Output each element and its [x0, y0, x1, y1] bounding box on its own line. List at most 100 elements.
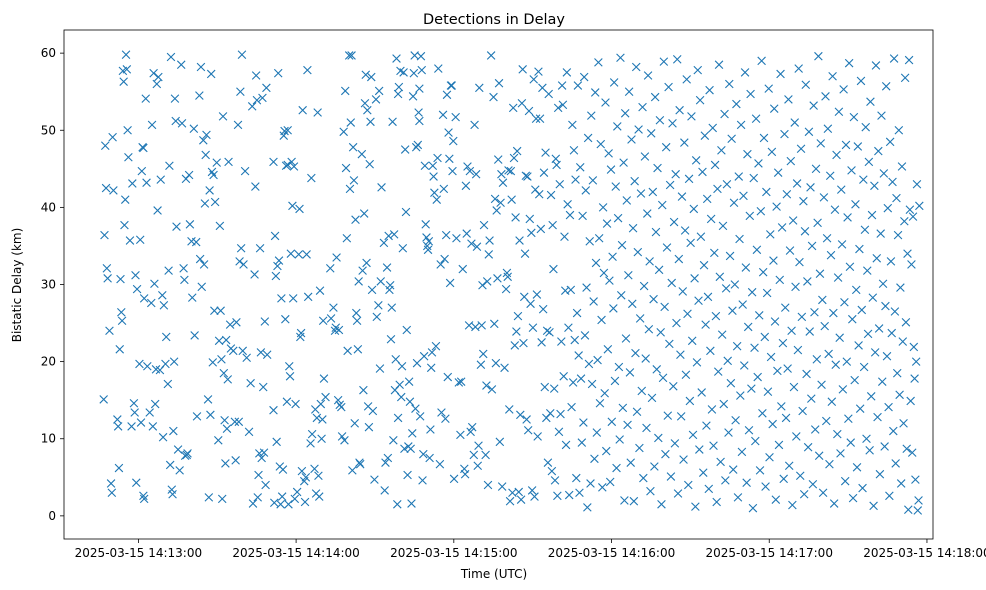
data-point	[731, 415, 740, 425]
data-point	[557, 337, 566, 346]
y-tick-label: 20	[41, 355, 56, 369]
data-point	[131, 270, 140, 280]
data-point	[759, 133, 769, 143]
data-point	[739, 191, 748, 201]
data-point	[384, 231, 393, 241]
data-point	[807, 394, 816, 403]
data-point	[103, 274, 112, 283]
data-point	[545, 328, 554, 337]
data-point	[310, 464, 319, 474]
data-point	[777, 402, 786, 411]
data-point	[387, 303, 397, 312]
data-point	[792, 179, 802, 188]
data-point	[196, 62, 206, 72]
data-point	[907, 260, 916, 269]
data-point	[571, 175, 580, 184]
data-point	[797, 312, 807, 322]
data-point	[250, 270, 259, 279]
data-point	[408, 92, 418, 101]
data-point	[558, 100, 568, 110]
data-point	[679, 455, 688, 464]
data-point	[281, 314, 290, 324]
data-point	[418, 476, 427, 485]
data-point	[586, 479, 595, 488]
data-point	[541, 148, 550, 157]
data-point	[108, 132, 117, 142]
data-point	[823, 124, 833, 134]
data-point	[595, 398, 605, 408]
data-point	[407, 499, 416, 508]
data-point	[804, 127, 814, 137]
data-point	[273, 261, 282, 271]
data-point	[830, 205, 840, 214]
data-point	[841, 140, 851, 150]
data-point	[886, 257, 896, 266]
data-point	[581, 186, 591, 195]
data-point	[412, 358, 422, 368]
data-point	[664, 82, 673, 92]
data-point	[452, 233, 461, 243]
data-point	[799, 196, 808, 206]
data-point	[439, 184, 449, 194]
data-point	[516, 495, 526, 504]
data-point	[677, 192, 687, 201]
data-point	[553, 491, 562, 501]
data-point	[611, 182, 621, 191]
data-point	[507, 195, 516, 204]
data-point	[519, 338, 528, 348]
data-point	[674, 254, 684, 264]
data-point	[414, 108, 423, 117]
data-point	[289, 162, 299, 171]
data-point	[747, 384, 756, 393]
data-point	[448, 166, 457, 176]
data-point	[486, 51, 496, 60]
data-point	[199, 135, 208, 145]
data-point	[409, 68, 419, 78]
data-point	[273, 68, 283, 78]
data-point	[911, 475, 920, 484]
data-point	[610, 376, 620, 386]
data-point	[641, 354, 650, 363]
data-point	[102, 264, 112, 273]
data-point	[345, 184, 355, 194]
data-point	[910, 374, 919, 383]
data-point	[128, 179, 137, 188]
data-point	[456, 430, 465, 440]
data-point	[485, 236, 494, 245]
data-point	[803, 277, 812, 286]
data-point	[504, 166, 513, 175]
data-point	[913, 506, 923, 515]
data-point	[298, 105, 307, 115]
data-point	[808, 479, 818, 489]
data-point	[381, 458, 390, 467]
data-point	[176, 60, 186, 69]
data-point	[639, 281, 649, 291]
data-point	[865, 446, 874, 455]
data-point	[605, 276, 614, 285]
data-point	[762, 288, 772, 298]
data-point	[570, 335, 580, 345]
data-point	[868, 293, 878, 302]
data-point	[361, 70, 371, 80]
data-point	[638, 102, 647, 112]
data-point	[658, 373, 668, 383]
data-point	[280, 126, 289, 136]
data-point	[100, 230, 109, 240]
data-point	[723, 356, 732, 366]
data-point	[201, 150, 210, 160]
data-point	[393, 89, 403, 99]
data-point	[269, 498, 279, 508]
data-point	[742, 478, 751, 487]
data-point	[365, 159, 374, 169]
data-point	[572, 308, 582, 318]
data-point	[161, 359, 170, 369]
data-point	[516, 410, 525, 420]
data-point	[117, 316, 127, 326]
data-point	[859, 362, 869, 372]
data-point	[652, 365, 662, 374]
data-point	[173, 445, 183, 454]
data-point	[426, 363, 436, 373]
data-point	[670, 439, 680, 448]
data-point	[900, 73, 910, 83]
